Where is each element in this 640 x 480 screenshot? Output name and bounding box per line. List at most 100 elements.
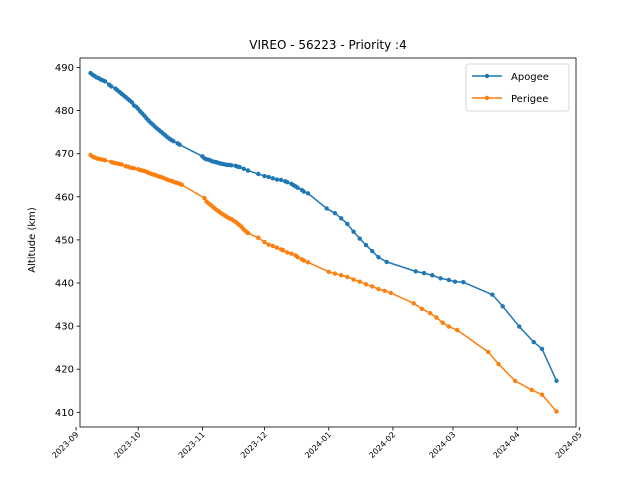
data-point <box>324 206 329 211</box>
axes: 410 420 430 440 450 460 470 480 490 2023-09 2023-1… <box>50 57 584 460</box>
data-point <box>332 210 338 216</box>
data-point <box>245 168 251 173</box>
y-tick-label: 430 <box>55 322 74 333</box>
y-tick-label: 480 <box>55 106 74 117</box>
data-point <box>295 254 300 260</box>
plot-frame <box>79 57 577 428</box>
data-point <box>171 139 176 144</box>
y-tick-label: 410 <box>55 408 74 419</box>
data-point <box>241 166 247 171</box>
data-point <box>305 260 311 265</box>
data-point <box>256 235 261 240</box>
data-point <box>305 191 311 196</box>
data-point <box>539 392 545 397</box>
data-point <box>529 387 534 393</box>
data-point <box>351 277 356 282</box>
legend: Apogee Perigee <box>465 63 570 112</box>
data-point <box>421 270 427 276</box>
x-tick-label: 2024-02 <box>367 430 397 460</box>
x-tick-label: 2024-03 <box>427 430 457 460</box>
data-point <box>351 229 356 234</box>
x-tick-label: 2023-12 <box>239 430 269 460</box>
data-point <box>388 290 394 296</box>
data-point <box>102 79 108 84</box>
data-point <box>452 279 458 284</box>
data-point <box>295 185 300 190</box>
y-tick-label: 450 <box>55 235 74 246</box>
data-point <box>554 409 559 414</box>
data-point <box>411 301 416 306</box>
y-tick-label: 420 <box>55 365 74 376</box>
data-point <box>376 286 381 292</box>
data-point <box>413 269 418 274</box>
data-point <box>262 239 267 245</box>
series-line <box>90 154 558 412</box>
data-point <box>531 339 536 345</box>
data-point <box>370 284 375 289</box>
data-point <box>500 304 505 309</box>
data-point <box>382 288 387 293</box>
data-point <box>266 174 271 180</box>
data-point <box>428 311 433 316</box>
data-point <box>554 378 559 384</box>
data-point <box>446 324 452 329</box>
data-point <box>102 157 108 163</box>
data-point <box>454 327 460 333</box>
data-point <box>384 259 389 265</box>
x-tick-label: 2024-05 <box>554 430 584 460</box>
data-point <box>438 276 443 281</box>
data-point <box>440 320 445 325</box>
data-point <box>338 273 344 278</box>
data-point <box>301 258 307 263</box>
chart-title: VIREO - 56223 - Priority :4 <box>249 38 406 52</box>
data-point <box>517 324 522 329</box>
data-point <box>338 216 344 221</box>
data-point <box>278 177 284 183</box>
data-point <box>357 236 362 241</box>
data-point <box>446 277 452 283</box>
data-point <box>363 282 369 287</box>
y-tick-label: 440 <box>55 279 74 290</box>
x-tick-label: 2024-01 <box>303 430 333 460</box>
series-apogee <box>88 70 559 384</box>
data-point <box>179 182 184 187</box>
data-point <box>357 279 362 284</box>
legend-marker <box>484 73 490 79</box>
data-point <box>245 230 251 236</box>
data-point <box>266 242 271 247</box>
data-point <box>490 292 495 297</box>
data-point <box>274 245 280 250</box>
series-layer <box>88 70 559 414</box>
data-point <box>496 361 501 367</box>
series-line <box>90 72 558 382</box>
data-point <box>285 179 290 185</box>
y-tick-label: 490 <box>55 63 74 74</box>
x-tick-label: 2023-09 <box>50 430 80 460</box>
data-point <box>461 279 466 285</box>
data-point <box>262 173 267 179</box>
plot-area: 410 420 430 440 450 460 470 480 490 2023-09 2023-1… <box>50 57 584 460</box>
data-point <box>485 349 491 355</box>
data-point <box>289 251 294 256</box>
data-point <box>270 243 276 249</box>
data-point <box>512 378 518 384</box>
x-tick-label: 2024-04 <box>492 430 522 460</box>
data-point <box>285 250 290 255</box>
data-point <box>301 189 307 194</box>
x-tick-label: 2023-11 <box>177 430 207 460</box>
data-point <box>177 142 182 147</box>
data-point <box>256 171 261 177</box>
data-point <box>434 315 439 320</box>
data-point <box>119 162 124 167</box>
data-point <box>131 166 137 171</box>
data-point <box>363 242 369 248</box>
series-perigee <box>88 152 559 414</box>
data-point <box>237 164 242 170</box>
data-point <box>202 195 207 201</box>
legend-label: Perigee <box>511 94 548 105</box>
data-point <box>345 221 350 227</box>
legend-label: Apogee <box>511 72 549 83</box>
data-point <box>270 176 276 181</box>
x-tick-label: 2023-10 <box>113 430 143 460</box>
